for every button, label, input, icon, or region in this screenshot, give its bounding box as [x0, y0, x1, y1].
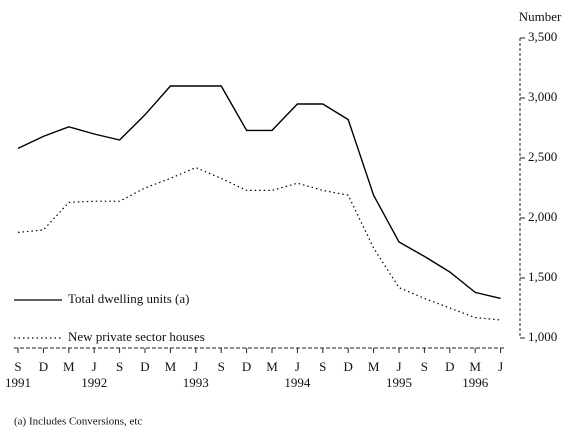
x-tick-label: D	[39, 359, 48, 374]
x-tick-label: D	[242, 359, 251, 374]
y-tick-label: 3,000	[528, 89, 557, 104]
x-tick-label: S	[14, 359, 21, 374]
x-tick-label: M	[368, 359, 380, 374]
x-tick-label: J	[295, 359, 300, 374]
legend-label: New private sector houses	[68, 329, 205, 344]
x-tick-label: S	[116, 359, 123, 374]
x-year-label: 1992	[81, 375, 107, 390]
y-tick-label: 3,500	[528, 29, 557, 44]
x-year-label: 1994	[284, 375, 311, 390]
series-line	[17, 85, 501, 300]
x-tick-label: M	[63, 359, 75, 374]
x-year-label: 1995	[386, 375, 412, 390]
footnote: (a) Includes Conversions, etc	[14, 416, 142, 428]
y-tick-label: 2,500	[528, 149, 557, 164]
x-tick-label: J	[498, 359, 503, 374]
x-tick-label: M	[165, 359, 177, 374]
legend-label: Total dwelling units (a)	[68, 291, 189, 306]
x-year-label: 1996	[462, 375, 489, 390]
x-year-label: 1991	[5, 375, 31, 390]
x-tick-label: S	[218, 359, 225, 374]
x-tick-label: D	[344, 359, 353, 374]
x-tick-label: M	[266, 359, 278, 374]
x-year-label: 1993	[183, 375, 209, 390]
y-axis-label: Number	[519, 9, 562, 24]
x-tick-label: S	[421, 359, 428, 374]
series-line	[17, 166, 501, 321]
y-tick-label: 1,000	[528, 329, 557, 344]
y-tick-label: 2,000	[528, 209, 557, 224]
y-tick-label: 1,500	[528, 269, 557, 284]
x-tick-label: S	[319, 359, 326, 374]
x-tick-label: D	[140, 359, 149, 374]
x-tick-label: J	[193, 359, 198, 374]
x-tick-label: J	[92, 359, 97, 374]
x-tick-label: D	[445, 359, 454, 374]
x-tick-label: M	[469, 359, 481, 374]
x-tick-label: J	[396, 359, 401, 374]
